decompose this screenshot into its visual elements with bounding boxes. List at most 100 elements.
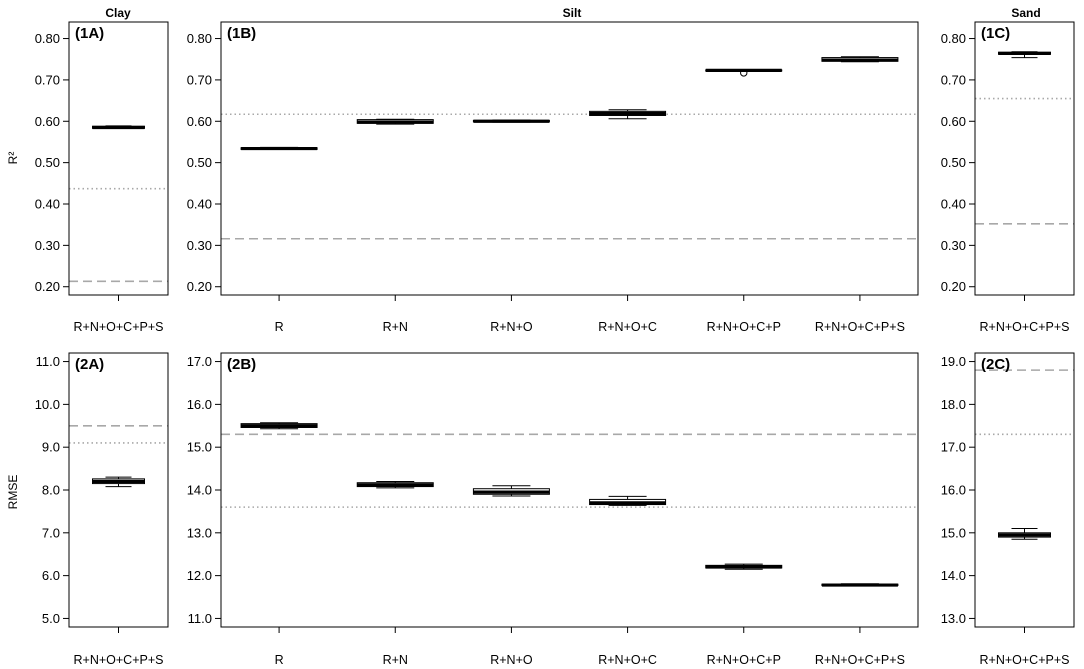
y-tick-label: 0.30	[187, 238, 212, 253]
column-title-silt: Silt	[563, 6, 582, 20]
panel-2: 0.20 0.30 0.40 0.50 0.60 0.70 0.80 R+N+O+C+P+S (…	[941, 21, 1075, 334]
panel-3: 5.0 6.0 7.0 8.0 9.0 10.0 11.0 R+N+O+C+P+S (2A)	[35, 352, 169, 667]
panel-label: (2C)	[981, 356, 1010, 373]
panel-5: 13.0 14.0 15.0 16.0 17.0 18.0 19.0 R+N+O+C+P+S (…	[941, 352, 1075, 667]
box-0	[240, 146, 318, 151]
y-tick-label: 0.30	[35, 238, 60, 253]
y-tick-label: 5.0	[42, 611, 60, 626]
x-tick-label: R+N+O+C+P+S	[74, 320, 164, 334]
x-tick-label: R+N+O+C+P+S	[815, 653, 905, 667]
plot-frame	[220, 21, 919, 296]
box-5	[821, 583, 899, 587]
x-tick-label: R+N+O+C	[598, 320, 657, 334]
box-1	[356, 480, 434, 489]
panel-0: 0.20 0.30 0.40 0.50 0.60 0.70 0.80 R+N+O+C+P+S (…	[35, 21, 169, 334]
plot-frame	[68, 352, 169, 628]
outlier-point	[740, 69, 748, 77]
x-tick-label: R+N+O+C+P+S	[815, 320, 905, 334]
y-tick-label: 0.20	[187, 279, 212, 294]
box-0	[998, 528, 1051, 540]
x-tick-label: R+N+O	[490, 653, 533, 667]
panel-label: (1B)	[227, 25, 256, 42]
x-tick-label: R	[275, 653, 284, 667]
y-tick-label: 0.60	[35, 114, 60, 129]
y-tick-label: 15.0	[187, 440, 212, 455]
x-tick-label: R+N+O+C+P	[707, 653, 781, 667]
y-tick-label: 0.20	[35, 279, 60, 294]
y-tick-label: 0.50	[941, 155, 966, 170]
y-tick-label: 0.80	[35, 31, 60, 46]
box-3	[589, 495, 667, 506]
y-tick-label: 13.0	[187, 525, 212, 540]
y-axis-label-rmse: RMSE	[6, 475, 20, 510]
y-tick-label: 14.0	[941, 568, 966, 583]
x-tick-label: R	[275, 320, 284, 334]
column-title-clay: Clay	[105, 6, 131, 20]
y-tick-label: 8.0	[42, 483, 60, 498]
x-tick-label: R+N	[383, 653, 408, 667]
y-tick-label: 15.0	[941, 525, 966, 540]
panels: 0.20 0.30 0.40 0.50 0.60 0.70 0.80 R+N+O+C+P+S (…	[35, 21, 1075, 667]
x-tick-label: R+N+O+C+P+S	[980, 653, 1070, 667]
y-tick-label: 17.0	[941, 440, 966, 455]
x-tick-label: R+N+O	[490, 320, 533, 334]
box-5	[821, 56, 899, 63]
y-tick-label: 13.0	[941, 611, 966, 626]
panel-label: (1C)	[981, 25, 1010, 42]
y-tick-label: 11.0	[188, 611, 212, 626]
y-tick-label: 14.0	[187, 483, 212, 498]
x-tick-label: R+N+O+C+P+S	[980, 320, 1070, 334]
y-tick-label: 12.0	[187, 568, 212, 583]
y-tick-label: 18.0	[941, 397, 966, 412]
box-2	[472, 119, 550, 123]
y-tick-label: 0.70	[35, 72, 60, 87]
box-2	[472, 485, 550, 497]
x-tick-label: R+N+O+C+P+S	[74, 653, 164, 667]
y-tick-label: 10.0	[35, 397, 60, 412]
y-axis-label-r2: R²	[6, 152, 20, 165]
plot-frame	[974, 21, 1075, 296]
y-tick-label: 7.0	[42, 525, 60, 540]
panel-label: (2A)	[75, 356, 104, 373]
panel-4: 11.0 12.0 13.0 14.0 15.0 16.0 17.0 R R+N R+N+O R+N…	[187, 352, 919, 667]
plot-frame	[68, 21, 169, 296]
box-1	[356, 118, 434, 125]
panel-label: (2B)	[227, 356, 256, 373]
box-4	[705, 68, 783, 77]
box-3	[589, 109, 667, 120]
panel-1: 0.20 0.30 0.40 0.50 0.60 0.70 0.80 R R+N R+N+O R+N…	[187, 21, 919, 334]
x-tick-label: R+N	[383, 320, 408, 334]
y-tick-label: 0.70	[187, 72, 212, 87]
y-tick-label: 16.0	[187, 397, 212, 412]
panel-label: (1A)	[75, 25, 104, 42]
y-tick-label: 0.60	[941, 114, 966, 129]
x-tick-label: R+N+O+C+P	[707, 320, 781, 334]
y-tick-label: 17.0	[187, 354, 212, 369]
box-4	[705, 563, 783, 570]
y-tick-label: 0.40	[187, 197, 212, 212]
y-tick-label: 6.0	[42, 568, 60, 583]
y-tick-label: 19.0	[941, 354, 966, 369]
y-tick-label: 0.60	[187, 114, 212, 129]
y-tick-label: 0.40	[35, 197, 60, 212]
box-0	[998, 51, 1051, 59]
plot-frame	[974, 352, 1075, 628]
y-tick-label: 0.20	[941, 279, 966, 294]
column-title-sand: Sand	[1011, 6, 1040, 20]
box-0	[240, 422, 318, 430]
y-tick-label: 11.0	[36, 354, 60, 369]
y-tick-label: 0.30	[941, 238, 966, 253]
x-tick-label: R+N+O+C	[598, 653, 657, 667]
y-tick-label: 0.40	[941, 197, 966, 212]
y-tick-label: 9.0	[42, 440, 60, 455]
y-tick-label: 0.50	[35, 155, 60, 170]
y-tick-label: 0.80	[941, 31, 966, 46]
box-0	[92, 476, 145, 488]
plot-frame	[220, 352, 919, 628]
box-0	[92, 125, 145, 130]
y-tick-label: 16.0	[941, 483, 966, 498]
y-tick-label: 0.70	[941, 72, 966, 87]
y-tick-label: 0.80	[187, 31, 212, 46]
y-tick-label: 0.50	[187, 155, 212, 170]
